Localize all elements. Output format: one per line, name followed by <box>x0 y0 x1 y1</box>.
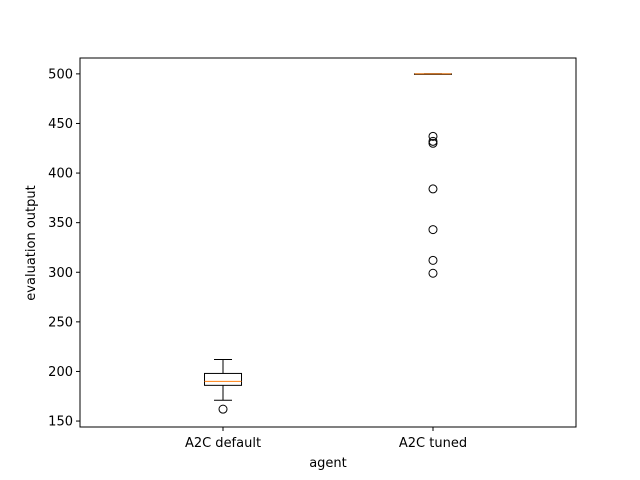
y-axis-label: evaluation output <box>24 185 39 300</box>
outlier-point <box>428 138 438 148</box>
box-2 <box>413 73 452 278</box>
y-tick-label: 250 <box>48 315 73 330</box>
x-axis-label: agent <box>309 456 347 471</box>
plot-area <box>204 73 452 414</box>
y-tick-label: 450 <box>48 117 73 132</box>
y-tick-label: 300 <box>48 266 73 281</box>
y-tick-label: 150 <box>48 415 73 430</box>
box-1 <box>204 359 243 414</box>
axes-frame <box>79 57 577 428</box>
outlier-point <box>428 131 438 141</box>
iqr-box <box>204 372 243 386</box>
y-tick-label: 500 <box>48 67 73 82</box>
y-tick-label: 350 <box>48 216 73 231</box>
outlier-point <box>428 184 438 194</box>
x-tick-label: A2C tuned <box>399 436 467 451</box>
outlier-point <box>218 404 228 414</box>
y-tick-label: 200 <box>48 365 73 380</box>
x-tick-label: A2C default <box>185 436 261 451</box>
outlier-point <box>428 268 438 278</box>
axes: 150 200 250 300 350 400 450 500 A2C default A2C t… <box>48 57 577 451</box>
outlier-point <box>428 255 438 265</box>
outlier-point <box>428 225 438 235</box>
y-tick-label: 400 <box>48 167 73 182</box>
